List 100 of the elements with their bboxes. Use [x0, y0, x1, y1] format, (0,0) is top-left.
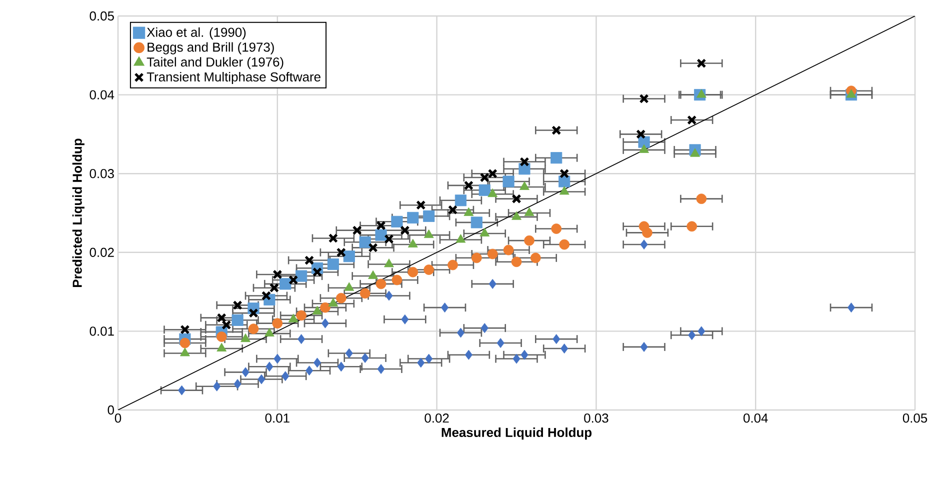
point: [448, 260, 458, 270]
legend-label: Xiao et al. (1990): [146, 27, 246, 40]
point: [478, 184, 490, 196]
point: [456, 234, 466, 243]
x-tick-label: 0: [114, 414, 122, 423]
point: [377, 364, 385, 374]
point: [280, 278, 292, 290]
point: [496, 338, 504, 348]
point: [464, 180, 474, 190]
point: [520, 181, 530, 190]
point: [376, 220, 386, 230]
point: [384, 258, 394, 268]
point: [470, 216, 482, 228]
point: [312, 306, 322, 314]
point: [242, 367, 250, 378]
point: [391, 216, 403, 228]
point: [361, 353, 369, 363]
point: [266, 362, 274, 372]
x-tick-label: 0.03: [584, 414, 608, 423]
point: [688, 330, 696, 340]
point: [416, 200, 426, 210]
point: [639, 144, 649, 153]
y-tick-label: 0.04: [90, 90, 114, 100]
point: [488, 188, 498, 198]
point: [384, 234, 394, 244]
point: [520, 350, 528, 360]
point: [343, 250, 355, 262]
y-tick-label: 0.02: [90, 248, 114, 257]
point: [407, 212, 419, 224]
point: [560, 344, 568, 354]
point: [222, 320, 232, 330]
point: [368, 242, 378, 252]
point: [345, 348, 353, 358]
point: [524, 235, 534, 246]
point: [272, 270, 282, 280]
y-tick-label: 0.01: [90, 326, 114, 336]
point: [558, 176, 570, 188]
point: [368, 270, 378, 279]
x-tick-label: 0.05: [902, 414, 928, 423]
point: [559, 239, 570, 250]
point: [298, 334, 306, 344]
point: [328, 298, 338, 307]
point: [464, 207, 474, 216]
point: [401, 314, 409, 324]
point: [642, 228, 652, 238]
point: [264, 328, 274, 336]
point: [216, 312, 226, 323]
point: [216, 332, 227, 342]
point: [696, 194, 707, 204]
point: [847, 302, 856, 313]
point: [551, 224, 562, 234]
point: [552, 125, 562, 136]
point: [480, 228, 490, 236]
point: [512, 354, 520, 364]
point: [480, 323, 488, 334]
x-tick-label: 0.04: [744, 414, 768, 423]
point: [424, 264, 434, 275]
point: [305, 366, 314, 376]
legend-label: Taitel and Dukler (1976): [146, 57, 284, 70]
y-tick-label: 0.03: [90, 169, 114, 178]
point: [512, 194, 522, 204]
point: [696, 58, 706, 68]
point: [424, 229, 434, 238]
point: [180, 348, 190, 356]
y-tick-label: 0: [108, 405, 114, 415]
point: [524, 207, 534, 216]
point: [640, 342, 648, 352]
point: [639, 94, 649, 104]
point: [687, 115, 697, 125]
point: [352, 226, 362, 236]
point: [408, 238, 418, 248]
point: [471, 252, 482, 264]
point: [560, 168, 570, 178]
x-tick-label: 0.02: [424, 414, 449, 423]
point: [440, 302, 449, 313]
point: [248, 308, 258, 318]
point: [336, 248, 346, 258]
point: [698, 326, 706, 336]
point: [846, 89, 856, 98]
point: [344, 282, 354, 291]
point: [313, 358, 322, 368]
point: [328, 233, 338, 244]
point: [376, 278, 386, 290]
point: [336, 292, 346, 304]
point: [269, 283, 280, 293]
point: [296, 310, 306, 321]
point: [530, 252, 541, 264]
y-axis-title: Predicted Liquid Holdup: [72, 138, 84, 287]
x-tick-label: 0.01: [265, 414, 290, 423]
point: [392, 274, 402, 286]
legend-label: Beggs and Brill (1973): [148, 42, 274, 54]
point: [288, 275, 298, 285]
point: [456, 328, 464, 338]
point: [417, 358, 425, 368]
point: [312, 267, 322, 277]
point: [690, 148, 700, 157]
point: [321, 318, 330, 328]
x-axis-title: Measured Liquid Holdup: [442, 428, 592, 440]
point: [636, 129, 646, 140]
point: [686, 221, 698, 232]
